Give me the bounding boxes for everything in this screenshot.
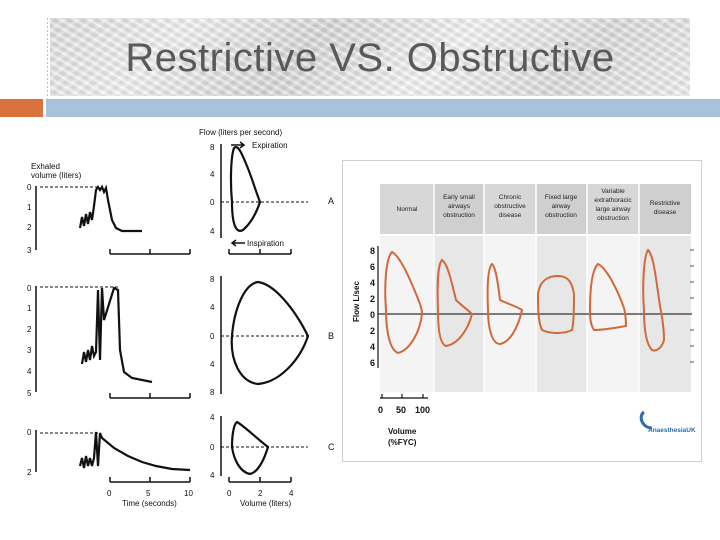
spirometry-figure: Exhaled volume (liters) Flow (liters per… — [27, 128, 335, 508]
accent-bar-orange — [0, 99, 43, 117]
vol-tick-b-2: 2 — [27, 325, 32, 334]
vol-tick-b-0: 0 — [27, 284, 32, 293]
col-header-chronic-3: disease — [499, 212, 522, 219]
col-header-early-small-3: obstruction — [443, 212, 475, 219]
col-header-variable-4: obstruction — [597, 215, 629, 222]
volume-tick-0: 0 — [227, 489, 232, 498]
vol-tick-a-1: 1 — [27, 203, 32, 212]
exhaled-volume-label: Exhaled — [31, 162, 60, 171]
row-b: 0 1 2 3 4 5 8 4 0 4 8 B — [27, 275, 334, 399]
volume-tick-r-2: 100 — [415, 405, 430, 415]
loop-variable-extrathoracic — [588, 262, 628, 332]
time-axis-label: Time (seconds) — [122, 499, 177, 508]
col-header-fixed-2: airway — [552, 203, 572, 210]
spirogram-a — [78, 184, 142, 233]
time-tick-2: 10 — [184, 489, 193, 498]
row-label-a: A — [328, 196, 334, 206]
vol-tick-a-3: 3 — [27, 246, 32, 255]
flow-tick-a-1: 4 — [210, 170, 215, 179]
volume-axis-unit-right: (%FYC) — [388, 438, 417, 447]
time-tick-0: 0 — [107, 489, 112, 498]
flow-volume-patterns-figure: Normal Early small airways obstruction C… — [342, 160, 702, 462]
flow-tick-r-6: 4 — [370, 342, 375, 352]
volume-tick-1: 2 — [258, 489, 263, 498]
title-banner: Restrictive VS. Obstructive — [50, 18, 690, 96]
flow-tick-b-1: 4 — [210, 303, 215, 312]
col-header-variable-1: Variable — [601, 188, 625, 195]
flow-tick-r-4: 0 — [370, 310, 375, 320]
vol-tick-a-2: 2 — [27, 223, 32, 232]
col-header-fixed-3: obstruction — [545, 212, 577, 219]
flow-tick-a-3: 4 — [210, 227, 215, 236]
volume-tick-r-1: 50 — [396, 405, 406, 415]
col-header-variable-3: large airway — [595, 206, 631, 213]
flow-tick-b-3: 4 — [210, 360, 215, 369]
col-header-restrictive-1: Restrictive — [650, 200, 681, 207]
row-label-b: B — [328, 331, 334, 341]
col-header-restrictive-2: disease — [654, 209, 677, 216]
volume-tick-r-0: 0 — [378, 405, 383, 415]
flow-tick-c-2: 4 — [210, 471, 215, 480]
title-divider — [47, 18, 48, 100]
flow-tick-c-1: 0 — [210, 443, 215, 452]
row-a: 0 1 2 3 8 4 0 4 Expiration Inspiration A — [27, 141, 334, 255]
col-header-early-small-2: airways — [448, 203, 471, 210]
flow-tick-r-3: 2 — [370, 294, 375, 304]
vol-tick-c-0: 0 — [27, 428, 32, 437]
volume-axis-label-right: Volume — [388, 427, 417, 436]
col-header-chronic-2: obstructive — [494, 203, 526, 210]
flow-volume-loop-a — [229, 146, 262, 232]
flow-tick-r-0: 8 — [370, 246, 375, 256]
col-header-variable-2: extrathoracic — [594, 197, 632, 204]
volume-axis-label: Volume (liters) — [240, 499, 291, 508]
col-header-early-small-1: Early small — [443, 194, 475, 201]
spirogram-c — [78, 431, 191, 472]
expiration-label: Expiration — [252, 141, 288, 150]
flow-tick-r-7: 6 — [370, 358, 375, 368]
row-c: 0 2 0 5 10 Time (seconds) 4 0 4 0 2 4 Vo… — [27, 413, 335, 508]
col-header-fixed-1: Fixed large — [545, 194, 578, 201]
loop-early-small-airways — [436, 258, 474, 348]
vol-tick-b-5: 5 — [27, 389, 32, 398]
time-tick-1: 5 — [146, 489, 151, 498]
loop-fixed-large-airway — [536, 274, 576, 334]
vol-tick-c-1: 2 — [27, 468, 32, 477]
flow-volume-loop-c — [230, 420, 270, 476]
flow-tick-b-2: 0 — [210, 332, 215, 341]
volume-tick-2: 4 — [289, 489, 294, 498]
vol-tick-b-4: 4 — [27, 367, 32, 376]
flow-tick-r-5: 2 — [370, 326, 375, 336]
loop-restrictive — [642, 248, 666, 352]
flow-tick-b-0: 8 — [210, 275, 215, 284]
vol-tick-a-0: 0 — [27, 183, 32, 192]
spirogram-b — [80, 286, 153, 384]
loop-chronic-obstructive — [486, 262, 524, 346]
flow-tick-a-0: 8 — [210, 143, 215, 152]
col-header-chronic-1: Chronic — [499, 194, 522, 201]
expiration-arrow-icon — [231, 141, 246, 149]
exhaled-volume-unit-label: volume (liters) — [31, 171, 82, 180]
flow-tick-c-0: 4 — [210, 413, 215, 422]
vol-tick-b-3: 3 — [27, 346, 32, 355]
inspiration-arrow-icon — [230, 239, 245, 247]
flow-axis-label: Flow (liters per second) — [199, 128, 282, 137]
logo-text: AnaesthesiaUK — [648, 427, 696, 434]
flow-volume-loop-b — [230, 280, 310, 386]
row-label-c: C — [328, 442, 335, 452]
flow-tick-r-1: 6 — [370, 262, 375, 272]
inspiration-label: Inspiration — [247, 239, 284, 248]
flow-tick-a-2: 0 — [210, 198, 215, 207]
anaesthesia-uk-logo-icon: AnaesthesiaUK — [639, 410, 696, 434]
col-header-normal: Normal — [397, 206, 419, 213]
loop-normal — [384, 250, 424, 355]
flow-tick-r-2: 4 — [370, 278, 375, 288]
vol-tick-b-1: 1 — [27, 304, 32, 313]
slide-title: Restrictive VS. Obstructive — [125, 36, 615, 80]
accent-bar-blue — [46, 99, 720, 117]
flow-axis-label-right: Flow L/sec — [352, 281, 361, 322]
flow-tick-b-4: 8 — [210, 388, 215, 397]
